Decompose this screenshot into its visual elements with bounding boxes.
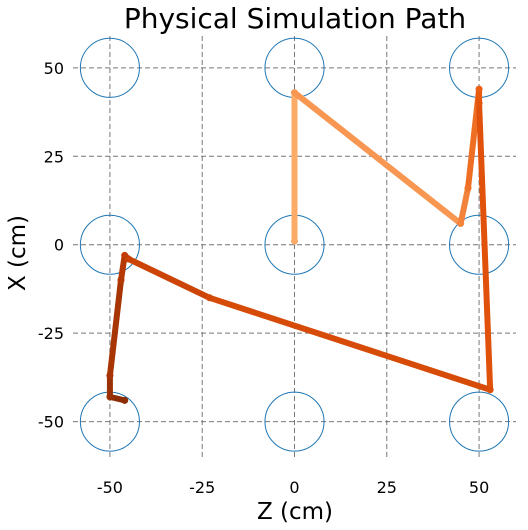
- y-tick-label-3: -25: [38, 324, 64, 343]
- x-tick-label-2: 0: [289, 478, 299, 497]
- path-segment-5: [476, 100, 494, 393]
- path-point-2: [457, 220, 465, 228]
- x-tick-label-1: -25: [189, 478, 215, 497]
- y-tick-label-4: -50: [38, 413, 64, 432]
- tick-layer: -50 -25 0 25 50 50 25 0 -25 -50: [38, 59, 489, 497]
- target-circle-3: [79, 214, 140, 275]
- path-segment-10: [106, 277, 124, 379]
- path-segment-9: [117, 252, 128, 284]
- y-axis-label: X (cm): [5, 215, 31, 291]
- x-tick-label-3: 25: [377, 478, 397, 497]
- path-point-13: [121, 396, 129, 404]
- y-tick-label-1: 25: [44, 147, 64, 166]
- path-segment-6: [206, 294, 494, 393]
- path-point-6: [486, 386, 494, 394]
- y-tick-label-2: 0: [54, 236, 64, 255]
- path-segment-1: [291, 89, 464, 227]
- path-point-9: [121, 251, 129, 259]
- path-point-0: [291, 237, 298, 245]
- target-circle-7: [264, 391, 325, 452]
- path-point-5: [475, 99, 483, 107]
- target-circle-0: [79, 37, 140, 98]
- path-point-3: [464, 184, 472, 192]
- path-point-11: [106, 372, 114, 380]
- path-point-4: [475, 85, 483, 93]
- x-axis-label: Z (cm): [257, 499, 333, 525]
- chart-title: Physical Simulation Path: [124, 2, 466, 35]
- path-point-12: [106, 393, 114, 401]
- y-tick-label-0: 50: [44, 59, 64, 78]
- x-tick-label-0: -50: [97, 478, 123, 497]
- path-point-7: [206, 294, 214, 302]
- x-tick-label-4: 50: [469, 478, 489, 497]
- path-point-1: [291, 89, 298, 97]
- path-segment-2: [457, 185, 472, 227]
- target-circle-5: [449, 214, 510, 275]
- target-circle-8: [449, 391, 510, 452]
- grid-layer: [73, 36, 516, 457]
- path-layer: [106, 85, 494, 404]
- path-point-10: [117, 276, 125, 284]
- path-segment-7: [125, 255, 213, 301]
